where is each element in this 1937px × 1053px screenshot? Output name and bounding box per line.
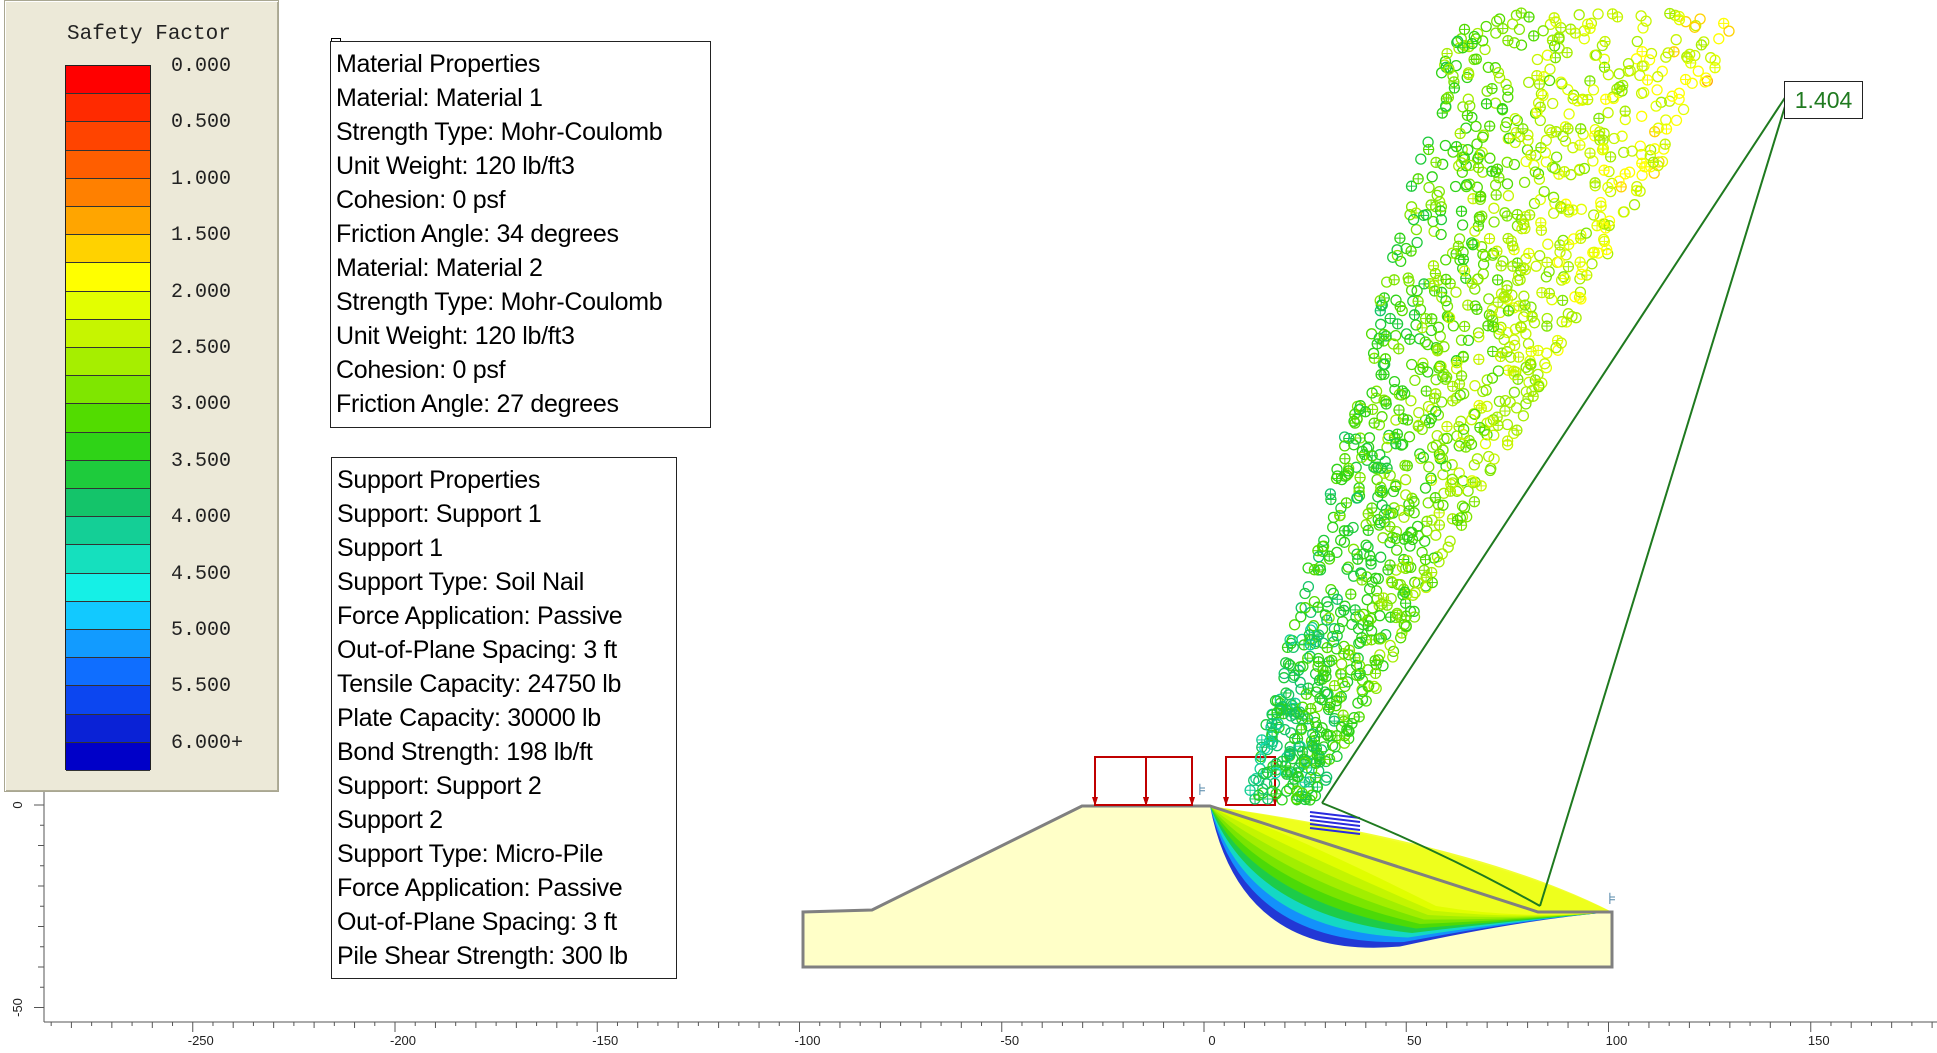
material-properties-line: Friction Angle: 27 degrees — [336, 390, 619, 418]
x-tick-label: -200 — [390, 1033, 416, 1048]
legend-swatch — [66, 460, 150, 489]
x-tick-label: -50 — [1000, 1033, 1019, 1048]
slip-surface-contours — [803, 806, 1612, 967]
legend-label: 3.500 — [171, 449, 232, 473]
legend-swatch — [66, 348, 150, 377]
legend-swatch — [66, 404, 150, 433]
support-properties-line: Force Application: Passive — [337, 602, 623, 630]
legend-swatch — [66, 207, 150, 236]
legend-label: 5.000 — [171, 619, 232, 642]
x-tick-label: 50 — [1407, 1033, 1421, 1048]
support-properties-line: Support Type: Micro-Pile — [337, 840, 604, 868]
safety-factor-legend[interactable]: Safety Factor 0.000 0.500 1.000 1.500 2.000 2… — [4, 0, 279, 792]
legend-label: 1.000 — [171, 167, 232, 191]
support-properties-line: Pile Shear Strength: 300 lb — [337, 942, 628, 970]
x-tick-label: -250 — [188, 1033, 214, 1048]
legend-swatch — [66, 235, 150, 264]
legend-swatch — [66, 545, 150, 574]
x-axis-ticks — [50, 1022, 1933, 1032]
legend-label: 3.000 — [171, 393, 232, 417]
legend-label: 4.500 — [171, 562, 232, 586]
support-markers: ⊧ ⊧ — [1198, 782, 1616, 908]
legend-swatch — [66, 630, 150, 659]
legend-label: 5.500 — [171, 675, 232, 699]
x-axis-labels: -250 -200 -150 -100 -50 0 50 100 150 — [188, 1033, 1830, 1048]
legend-swatch — [66, 658, 150, 687]
legend-title: Safety Factor — [67, 23, 231, 46]
legend-swatch — [66, 122, 150, 151]
support-properties-line: Support 2 — [337, 806, 443, 834]
rockfall-endpoints — [1244, 7, 1735, 806]
slope-outline — [801, 804, 1614, 969]
legend-swatch — [66, 66, 150, 95]
legend-swatch — [66, 489, 150, 518]
legend-swatch — [66, 263, 150, 292]
material-properties-line: Material: Material 1 — [336, 84, 543, 112]
y-tick-label: 0 — [10, 801, 25, 808]
support-properties-line: Support Properties — [337, 466, 541, 494]
material-properties-line: Strength Type: Mohr-Coulomb — [336, 118, 663, 146]
legend-swatch — [66, 601, 150, 630]
x-tick-label: 150 — [1808, 1033, 1830, 1048]
legend-swatch — [66, 178, 150, 207]
material-properties-box[interactable]: Material Properties Material: Material 1 S… — [330, 41, 711, 428]
x-tick-label: -150 — [592, 1033, 618, 1048]
support-marker-right: ⊧ — [1608, 891, 1616, 908]
support-properties-line: Out-of-Plane Spacing: 3 ft — [337, 636, 617, 664]
support-properties-line: Support: Support 1 — [337, 500, 542, 528]
legend-swatch — [66, 150, 150, 179]
legend-label: 0.000 — [171, 55, 232, 78]
support-properties-line: Tensile Capacity: 24750 lb — [337, 670, 622, 698]
legend-swatch — [66, 517, 150, 546]
legend-swatch — [66, 319, 150, 348]
material-properties-line: Friction Angle: 34 degrees — [336, 220, 619, 248]
legend-color-bar — [65, 65, 151, 771]
x-tick-label: 100 — [1606, 1033, 1628, 1048]
legend-swatch — [66, 94, 150, 123]
legend-swatch — [66, 291, 150, 320]
support-properties-line: Out-of-Plane Spacing: 3 ft — [337, 908, 617, 936]
slope-model: ⊧ ⊧ — [801, 7, 1791, 969]
legend-label: 6.000+ — [171, 731, 244, 755]
legend-swatch — [66, 573, 150, 602]
legend-label: 1.500 — [171, 224, 232, 248]
support-properties-line: Plate Capacity: 30000 lb — [337, 704, 601, 732]
legend-label: 2.500 — [171, 337, 232, 360]
support-properties-line: Bond Strength: 198 lb/ft — [337, 738, 593, 766]
material-properties-line: Strength Type: Mohr-Coulomb — [336, 288, 663, 316]
support-properties-line: Support 1 — [337, 534, 443, 562]
critical-slip-surface — [1321, 89, 1791, 907]
material-properties-line: Cohesion: 0 psf — [336, 356, 506, 384]
y-tick-label: -50 — [10, 998, 25, 1017]
material-properties-line: Unit Weight: 120 lb/ft3 — [336, 152, 575, 180]
x-tick-label: 0 — [1208, 1033, 1215, 1048]
legend-label: 4.000 — [171, 506, 232, 530]
support-properties-line: Support Type: Soil Nail — [337, 568, 584, 596]
x-tick-label: -100 — [794, 1033, 820, 1048]
support-properties-line: Force Application: Passive — [337, 874, 623, 902]
legend-swatch — [66, 714, 150, 743]
material-properties-line: Material: Material 2 — [336, 254, 543, 282]
support-properties-line: Support: Support 2 — [337, 772, 542, 800]
support-properties-box[interactable]: Support Properties Support: Support 1 Supp… — [331, 457, 677, 979]
legend-swatch — [66, 686, 150, 715]
minimum-safety-factor-label[interactable]: 1.404 — [1784, 81, 1863, 119]
legend-swatch — [66, 376, 150, 405]
support-marker-left: ⊧ — [1198, 782, 1206, 799]
legend-swatch — [66, 432, 150, 461]
material-properties-line: Unit Weight: 120 lb/ft3 — [336, 322, 575, 350]
legend-label: 2.000 — [171, 280, 232, 304]
material-properties-line: Cohesion: 0 psf — [336, 186, 506, 214]
micro-pile-support — [1309, 811, 1361, 835]
legend-swatch — [66, 742, 150, 771]
legend-label: 0.500 — [171, 111, 232, 135]
material-properties-line: Material Properties — [336, 50, 541, 78]
